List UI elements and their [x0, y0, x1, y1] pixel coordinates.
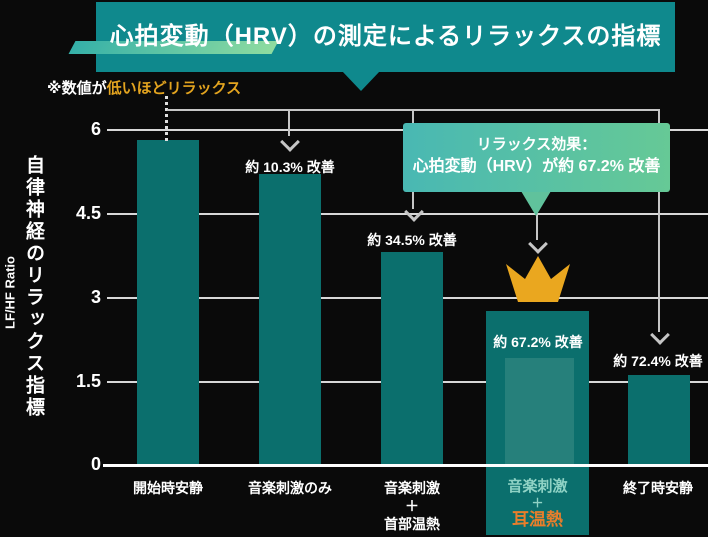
chart-note: ※数値が低いほどリラックス	[47, 77, 241, 98]
x-label-line: 音楽刺激	[384, 480, 440, 496]
relax-effect-callout: リラックス効果： 心拍変動（HRV）が約 67.2% 改善	[403, 123, 670, 192]
arrow-bar5-head	[650, 325, 670, 345]
baseline-dotted-line	[165, 96, 168, 141]
improvement-label-bar5: 約 72.4% 改善	[613, 353, 703, 369]
title-banner-pointer	[342, 71, 380, 91]
x-label-line: ＋	[405, 498, 419, 514]
bar-rest-start	[137, 140, 199, 464]
arrow-bar3-head	[404, 202, 424, 222]
arrow-bar2	[288, 110, 290, 136]
bar-music-ear-heat	[505, 358, 574, 464]
callout-line1: リラックス効果：	[476, 136, 597, 153]
x-label-rest-end: 終了時安静	[623, 480, 693, 496]
y-tick-6: 6	[90, 119, 101, 139]
x-label-rest-start: 開始時安静	[133, 480, 203, 496]
arrow-bar2-head	[280, 132, 300, 152]
callout-line2: 心拍変動（HRV）が約 67.2% 改善	[412, 158, 661, 175]
arrow-bar5	[658, 110, 660, 332]
arrow-bar4-head	[528, 234, 548, 254]
note-prefix: ※数値が	[47, 80, 107, 97]
x-label-music-ear-heat: 音楽刺激 ＋ 耳温熱	[486, 477, 589, 529]
page-title: 心拍変動（HRV）の測定によるリラックスの指標	[109, 23, 662, 50]
y-axis-title: 自律神経のリラックス指標	[23, 155, 44, 419]
x-label-line: 耳温熱	[512, 510, 563, 529]
y-axis-unit-label: LF/HF Ratio	[2, 256, 18, 329]
y-tick-4-5: 4.5	[75, 203, 101, 223]
crown-icon	[506, 256, 570, 302]
bar-music-neck-heat	[381, 252, 443, 464]
x-label-line: 首部温熱	[384, 516, 440, 532]
bar-music-only	[259, 174, 321, 464]
x-axis-line	[103, 464, 708, 467]
x-label-line: 音楽刺激	[507, 478, 568, 495]
bar-rest-end	[628, 375, 690, 464]
callout-pointer	[521, 191, 551, 216]
x-label-line: ＋	[531, 496, 544, 510]
improvement-label-bar3: 約 34.5% 改善	[367, 232, 457, 248]
y-tick-3: 3	[90, 287, 101, 307]
gridline-4-5	[107, 213, 708, 215]
note-highlight: 低いほどリラックス	[106, 80, 242, 97]
y-tick-1-5: 1.5	[75, 371, 101, 391]
improvement-label-bar2: 約 10.3% 改善	[245, 159, 335, 175]
x-label-music-only: 音楽刺激のみ	[248, 480, 332, 496]
title-banner: 心拍変動（HRV）の測定によるリラックスの指標	[68, 2, 675, 72]
improvement-label-bar4: 約 67.2% 改善	[493, 334, 583, 350]
x-label-music-neck-heat: 音楽刺激 ＋ 首部温熱	[347, 479, 477, 533]
arrow-bar4	[536, 212, 538, 240]
y-tick-0: 0	[90, 454, 101, 474]
